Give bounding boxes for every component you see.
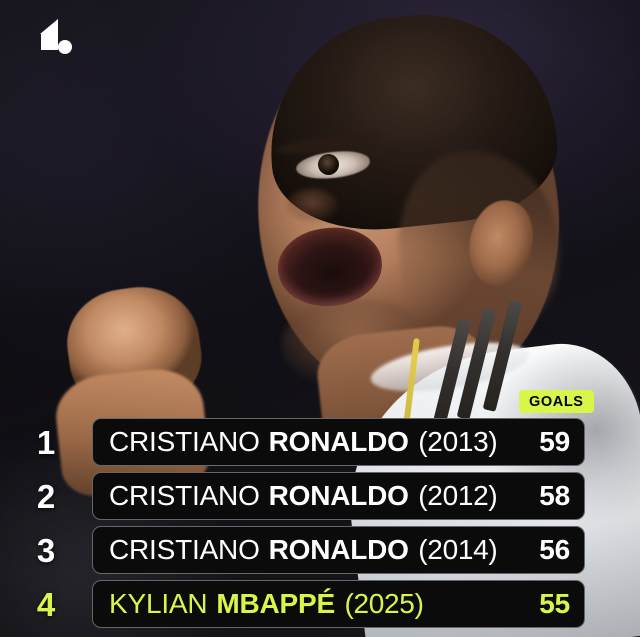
rank-number: 3 (36, 531, 56, 569)
player-first-name: CRISTIANO (109, 480, 260, 511)
table-row[interactable]: 2 CRISTIANO RONALDO (2012) 58 (0, 472, 640, 520)
goals-badge: GOALS (519, 390, 594, 413)
table-row-highlighted[interactable]: 4 KYLIAN MBAPPÉ (2025) 55 (0, 580, 640, 628)
goals-value: 59 (539, 426, 570, 457)
rank-number: 1 (36, 423, 56, 461)
player-name: CRISTIANO RONALDO (2012) (109, 480, 498, 511)
player-season: (2012) (418, 480, 498, 511)
onefootball-logo (28, 12, 82, 66)
player-nose (286, 188, 338, 224)
rank-bar[interactable]: CRISTIANO RONALDO (2014) 56 (92, 526, 585, 574)
goals-value: 58 (539, 480, 570, 511)
player-last-name: RONALDO (268, 534, 409, 565)
player-first-name: KYLIAN (109, 588, 208, 619)
player-name: CRISTIANO RONALDO (2014) (109, 534, 498, 565)
player-last-name: MBAPPÉ (216, 588, 335, 619)
ranking-list: 1 CRISTIANO RONALDO (2013) 59 2 CRISTIAN… (0, 418, 640, 634)
player-season: (2025) (344, 588, 424, 619)
player-season: (2014) (418, 534, 498, 565)
goals-value: 55 (539, 588, 570, 619)
rank-bar[interactable]: CRISTIANO RONALDO (2013) 59 (92, 418, 585, 466)
player-first-name: CRISTIANO (109, 534, 260, 565)
rank-number: 2 (36, 477, 56, 515)
rank-number: 4 (36, 585, 56, 623)
goals-value: 56 (539, 534, 570, 565)
player-name: KYLIAN MBAPPÉ (2025) (109, 590, 424, 618)
player-first-name: CRISTIANO (109, 426, 260, 457)
goals-badge-label: GOALS (529, 393, 584, 410)
rank-bar[interactable]: KYLIAN MBAPPÉ (2025) 55 (92, 580, 585, 628)
player-last-name: RONALDO (268, 426, 409, 457)
player-season: (2013) (418, 426, 498, 457)
table-row[interactable]: 3 CRISTIANO RONALDO (2014) 56 (0, 526, 640, 574)
player-last-name: RONALDO (268, 480, 409, 511)
player-pupil (318, 154, 339, 175)
player-name: CRISTIANO RONALDO (2013) (109, 426, 498, 457)
rank-bar[interactable]: CRISTIANO RONALDO (2012) 58 (92, 472, 585, 520)
table-row[interactable]: 1 CRISTIANO RONALDO (2013) 59 (0, 418, 640, 466)
